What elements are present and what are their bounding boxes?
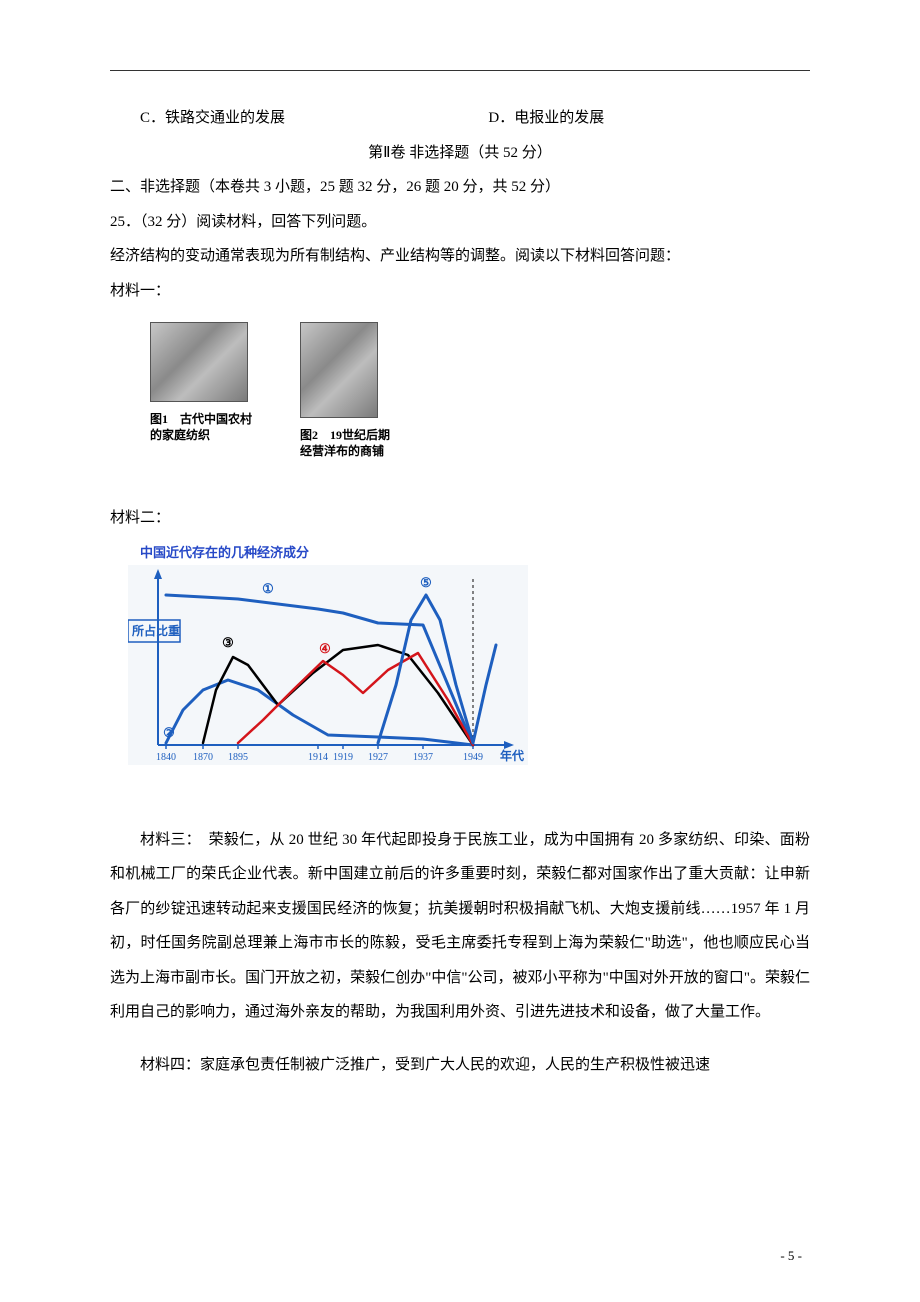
figure-2-caption: 图2 19世纪后期 经营洋布的商铺 (300, 427, 390, 459)
svg-text:1895: 1895 (228, 752, 248, 763)
svg-text:⑤: ⑤ (420, 575, 432, 590)
figure-2-caption-l1: 图2 19世纪后期 (300, 428, 390, 442)
figure-2: 图2 19世纪后期 经营洋布的商铺 (300, 322, 390, 459)
figure-1-image (150, 322, 248, 402)
figure-1-caption-l1: 图1 古代中国农村 (150, 412, 252, 426)
material2-label: 材料二： (110, 501, 810, 536)
q25-header: 25．（32 分）阅读材料，回答下列问题。 (110, 205, 810, 240)
svg-text:1949: 1949 (463, 752, 483, 763)
svg-text:1927: 1927 (368, 752, 388, 763)
option-d: D．电报业的发展 (488, 101, 810, 136)
svg-text:1919: 1919 (333, 752, 353, 763)
figure-1-caption: 图1 古代中国农村 的家庭纺织 (150, 411, 252, 443)
svg-text:②: ② (163, 725, 175, 740)
svg-text:1937: 1937 (413, 752, 433, 763)
part2-header: 二、非选择题（本卷共 3 小题，25 题 32 分，26 题 20 分，共 52… (110, 170, 810, 205)
page-number: - 5 - (780, 1248, 802, 1264)
chart-container: 中国近代存在的几种经济成分 所占比重 1840 1870 1895 1914 1919 19… (128, 542, 810, 765)
chart-title: 中国近代存在的几种经济成分 (140, 542, 810, 561)
figures-row: 图1 古代中国农村 的家庭纺织 图2 19世纪后期 经营洋布的商铺 (150, 322, 810, 459)
option-c: C．铁路交通业的发展 (140, 101, 488, 136)
material1-label: 材料一： (110, 274, 810, 309)
svg-text:年代: 年代 (500, 748, 524, 763)
svg-text:所占比重: 所占比重 (132, 623, 180, 638)
svg-text:①: ① (262, 581, 274, 596)
top-rule (110, 70, 810, 71)
svg-text:③: ③ (222, 635, 234, 650)
figure-2-caption-l2: 经营洋布的商铺 (300, 444, 384, 458)
svg-text:1870: 1870 (193, 752, 213, 763)
q25-intro: 经济结构的变动通常表现为所有制结构、产业结构等的调整。阅读以下材料回答问题： (110, 239, 810, 274)
figure-1-caption-l2: 的家庭纺织 (150, 428, 210, 442)
material3-paragraph: 材料三： 荣毅仁，从 20 世纪 30 年代起即投身于民族工业，成为中国拥有 2… (110, 823, 810, 1030)
section2-title: 第Ⅱ卷 非选择题（共 52 分） (110, 136, 810, 171)
svg-text:④: ④ (319, 641, 331, 656)
chart-svg: 所占比重 1840 1870 1895 1914 1919 1927 1937 1949 年代 ① ②… (128, 565, 528, 765)
svg-text:1914: 1914 (308, 752, 328, 763)
material4-paragraph: 材料四：家庭承包责任制被广泛推广，受到广大人民的欢迎，人民的生产积极性被迅速 (110, 1048, 810, 1083)
figure-1: 图1 古代中国农村 的家庭纺织 (150, 322, 252, 459)
svg-text:1840: 1840 (156, 752, 176, 763)
figure-2-image (300, 322, 378, 418)
options-row: C．铁路交通业的发展 D．电报业的发展 (110, 101, 810, 136)
